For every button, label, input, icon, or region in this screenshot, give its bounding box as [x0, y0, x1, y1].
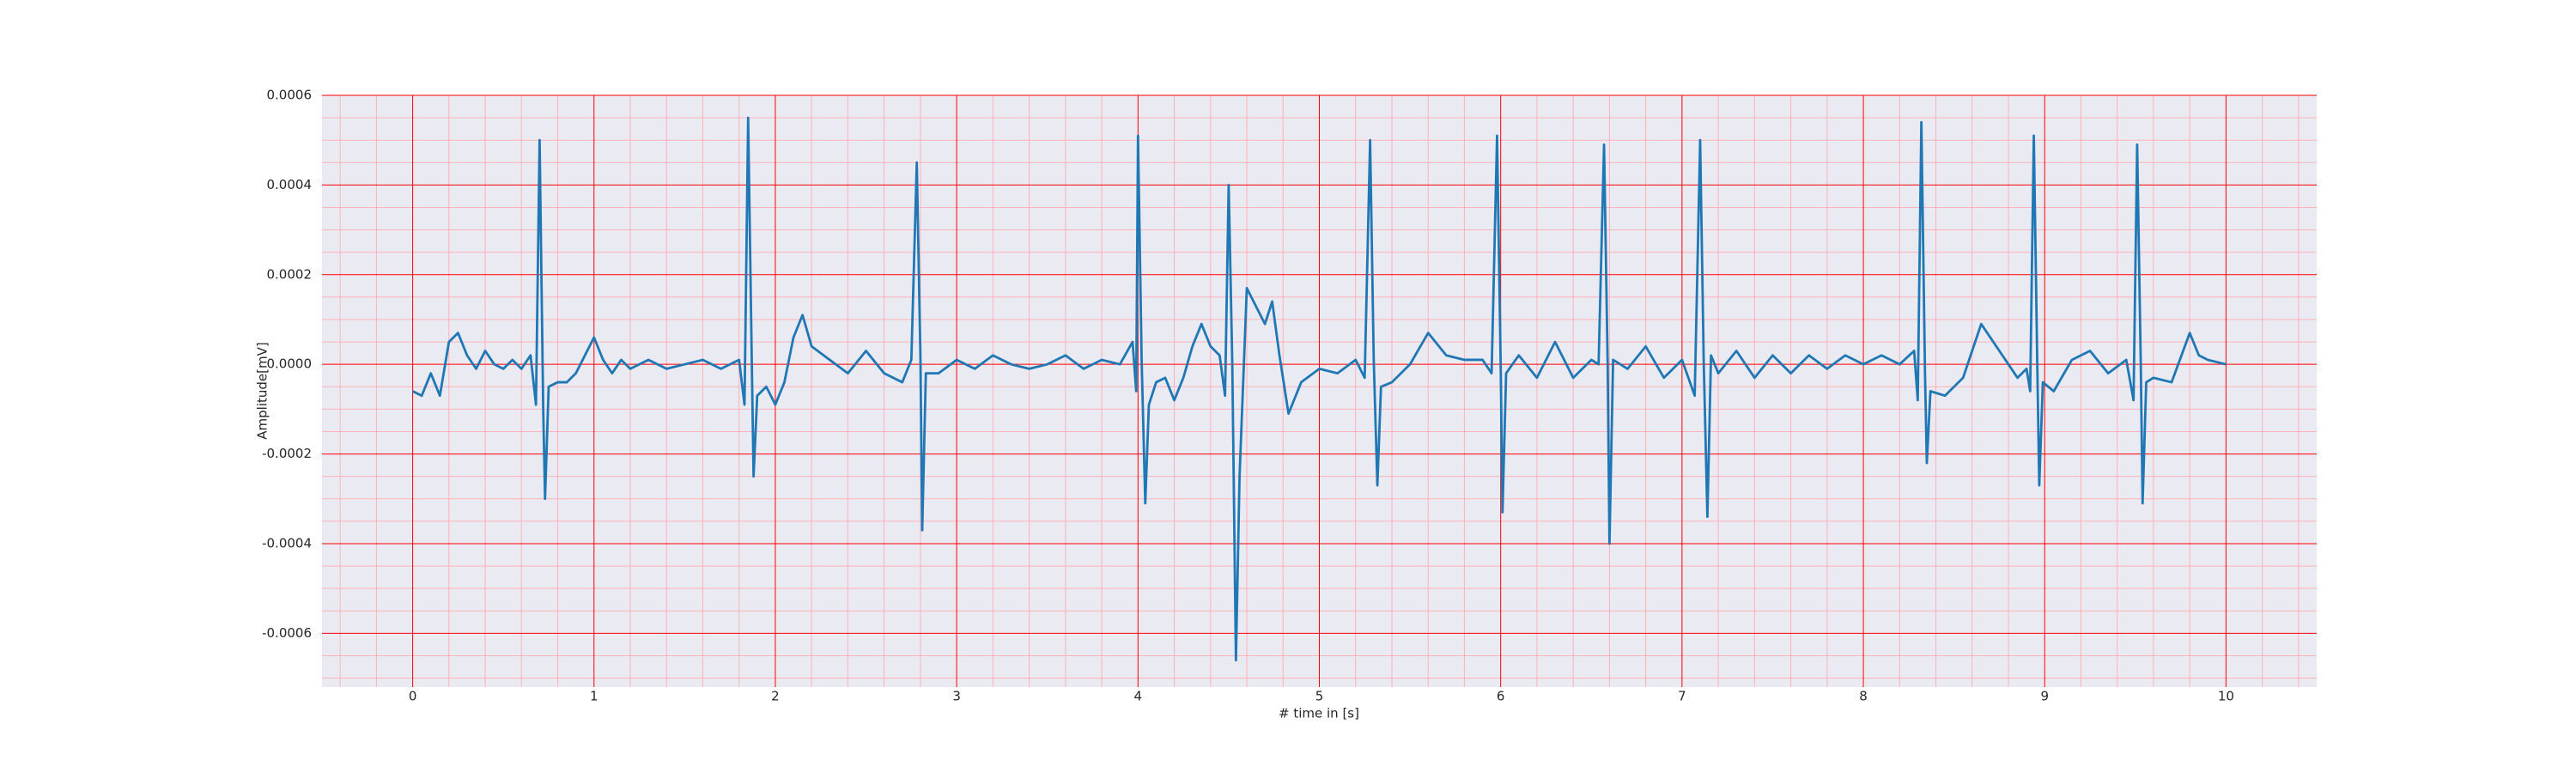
x-tick-label: 2 [771, 689, 780, 704]
x-tick-label: 7 [1678, 689, 1686, 704]
y-tick-label: -0.0002 [262, 446, 312, 461]
y-tick-label: -0.0004 [262, 535, 312, 551]
x-tick-label: 3 [952, 689, 961, 704]
x-tick-label: 6 [1497, 689, 1505, 704]
x-tick-label: 4 [1134, 689, 1143, 704]
y-tick-label: -0.0006 [262, 625, 312, 641]
x-tick-label: 10 [2218, 689, 2234, 704]
x-tick-label: 8 [1859, 689, 1868, 704]
y-tick-label: 0.0006 [267, 88, 313, 103]
plot-area [322, 94, 2317, 687]
y-tick-label: 0.0000 [267, 356, 313, 372]
ecg-line [411, 116, 2227, 662]
y-axis-label: Amplitude[mV] [255, 342, 270, 439]
x-tick-label: 1 [590, 689, 598, 704]
y-tick-label: 0.0002 [267, 266, 313, 282]
x-tick-label: 9 [2040, 689, 2049, 704]
x-tick-label: 5 [1315, 689, 1324, 704]
y-tick-label: 0.0004 [267, 177, 313, 192]
x-axis-label: # time in [s] [1279, 706, 1359, 721]
x-tick-label: 0 [409, 689, 417, 704]
